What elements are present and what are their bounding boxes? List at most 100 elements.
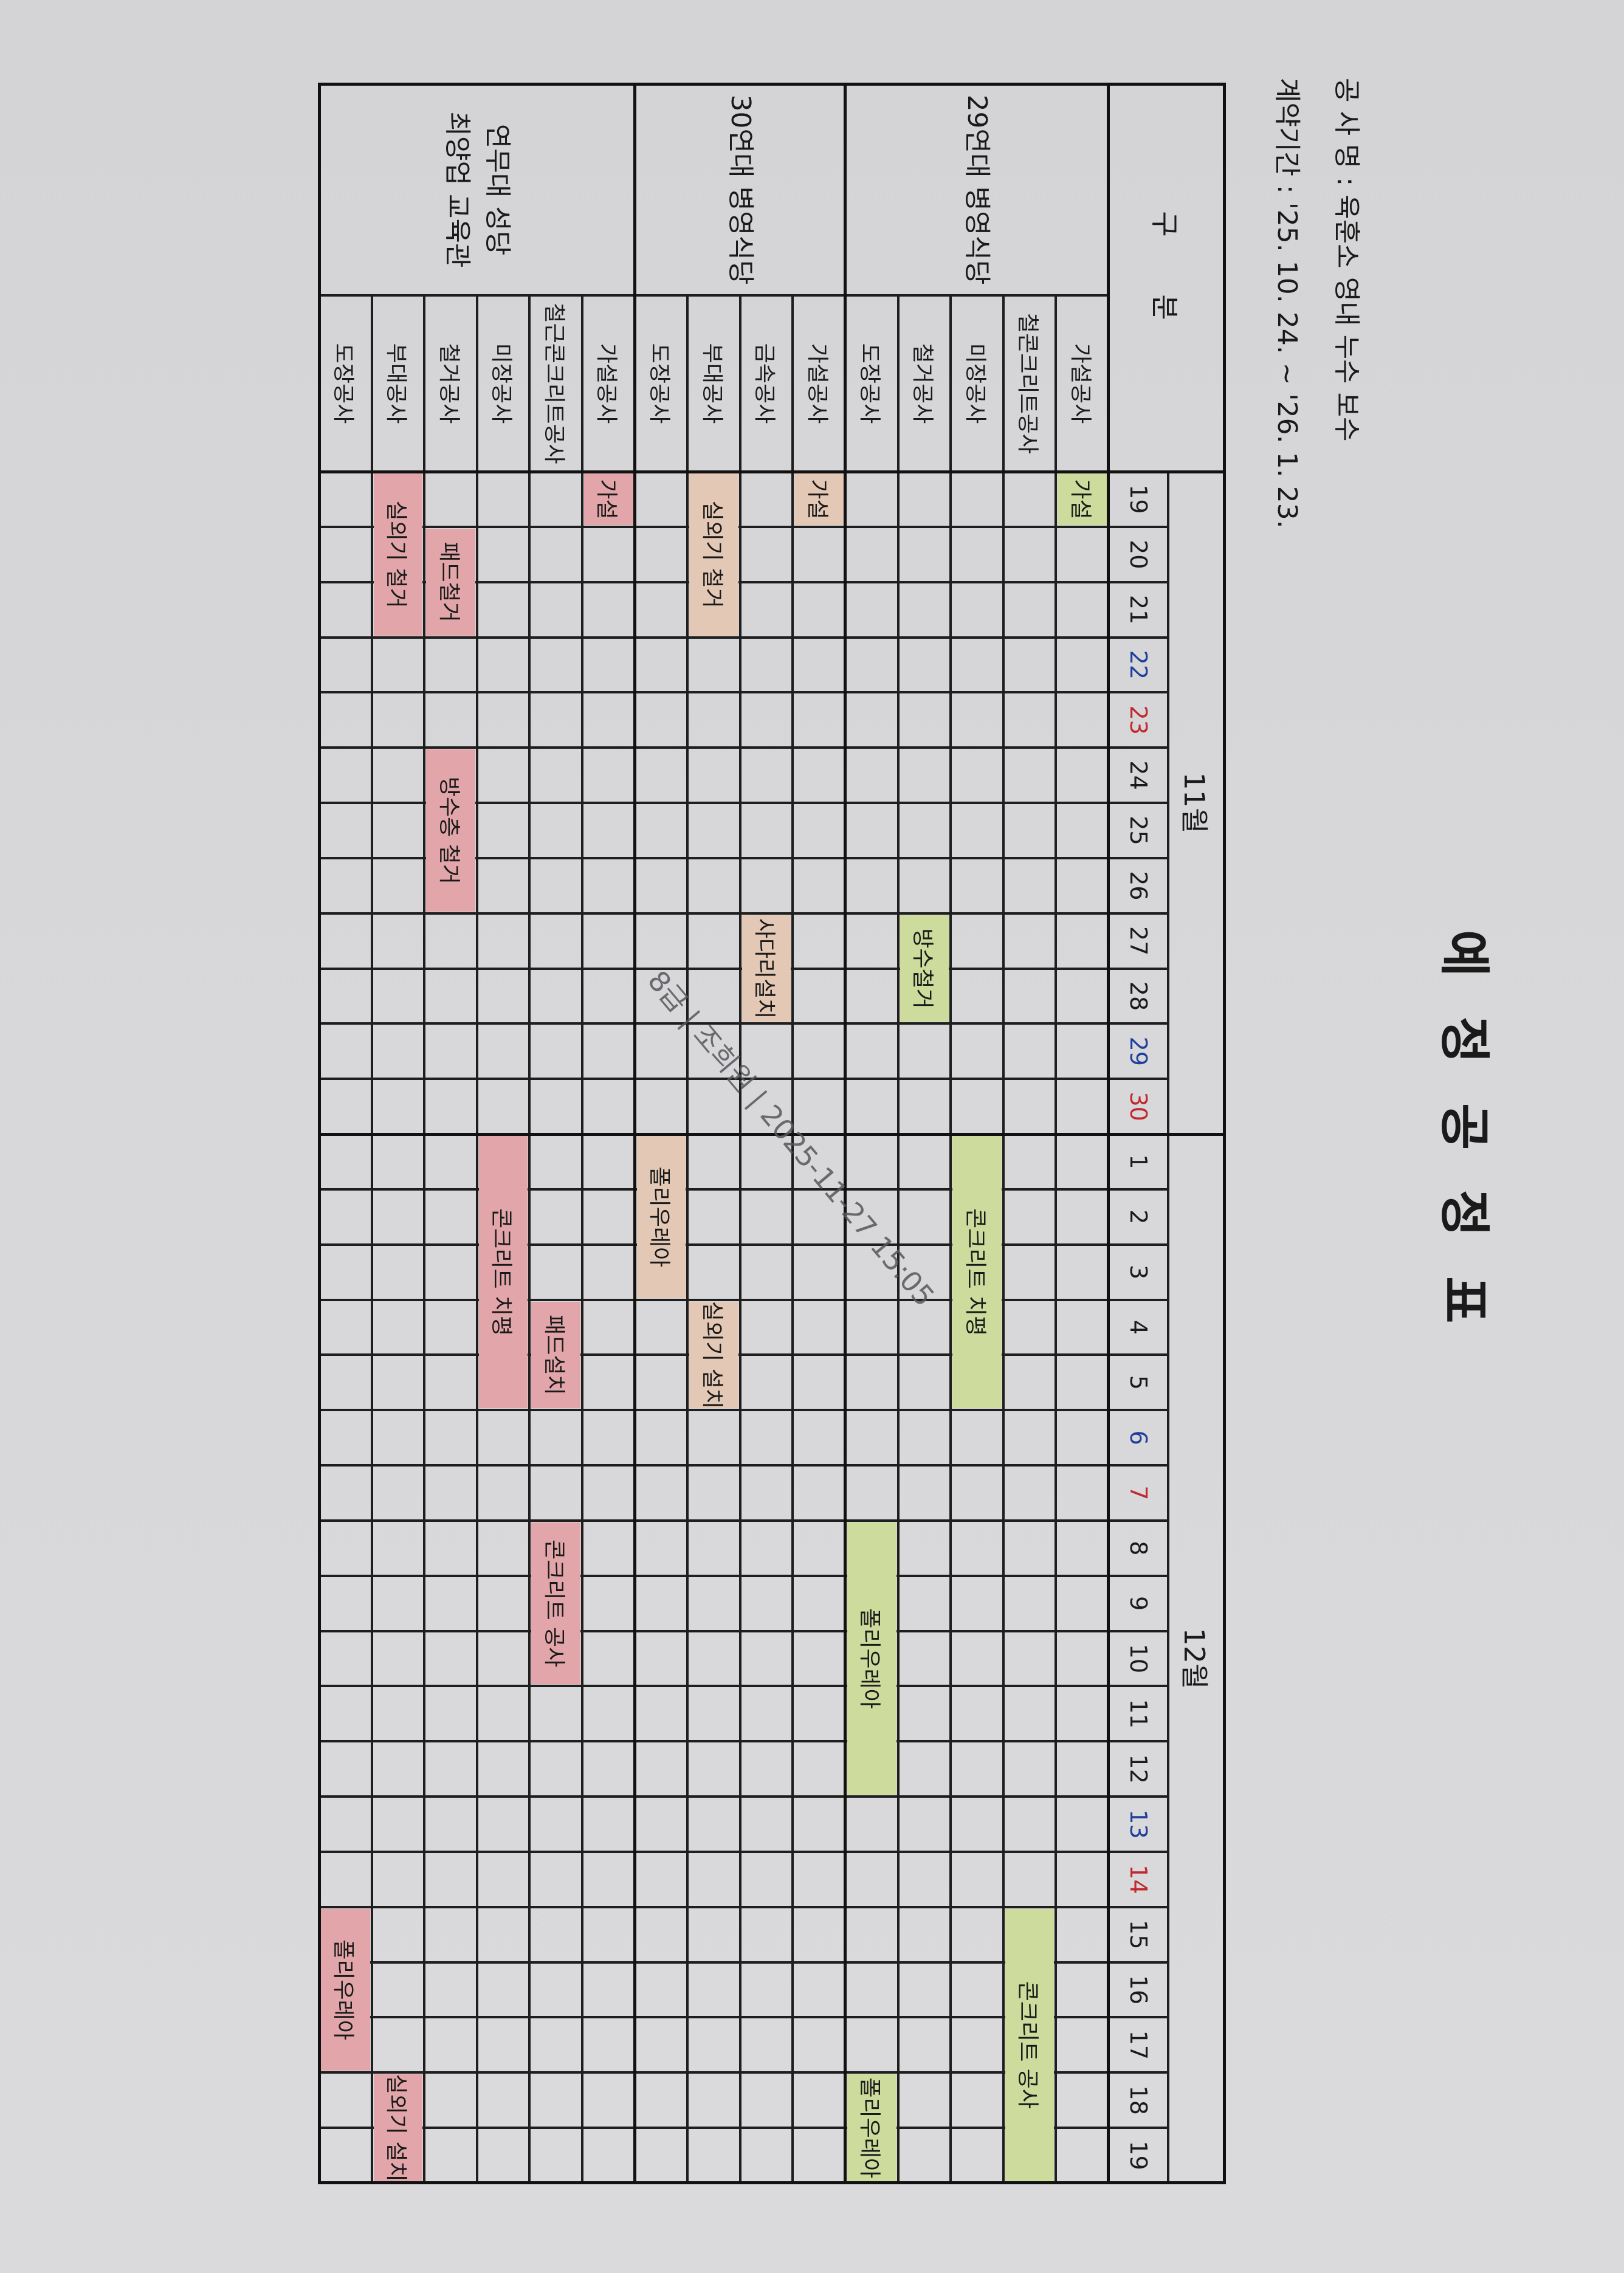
schedule-cell[interactable] (740, 1575, 793, 1631)
schedule-cell[interactable] (793, 913, 845, 969)
schedule-cell[interactable] (898, 1631, 951, 1687)
task-bar[interactable]: 콘크리트 공사 (1005, 1908, 1055, 2181)
schedule-cell[interactable] (371, 1907, 425, 1962)
schedule-cell[interactable] (582, 1907, 635, 1962)
schedule-cell[interactable] (529, 1962, 582, 2018)
task-bar[interactable]: 폴리우레아 (321, 1908, 370, 2071)
schedule-cell[interactable] (793, 1907, 845, 1962)
task-bar[interactable]: 사다리설치 (741, 915, 791, 1022)
schedule-cell[interactable] (371, 1134, 425, 1189)
schedule-cell[interactable] (898, 803, 951, 858)
schedule-cell[interactable] (1056, 1631, 1109, 1687)
schedule-cell[interactable] (582, 1631, 635, 1687)
schedule-cell[interactable] (319, 692, 372, 748)
schedule-cell[interactable] (582, 748, 635, 803)
schedule-cell[interactable] (793, 1686, 845, 1742)
schedule-cell[interactable] (635, 582, 688, 638)
schedule-cell[interactable] (1003, 968, 1056, 1024)
schedule-cell[interactable] (635, 1520, 688, 1576)
schedule-cell[interactable] (529, 1134, 582, 1189)
schedule-cell[interactable] (319, 2128, 372, 2183)
schedule-cell[interactable] (845, 1962, 898, 2018)
schedule-cell[interactable] (477, 1962, 530, 2018)
schedule-cell[interactable] (635, 692, 688, 748)
schedule-cell[interactable] (371, 1189, 425, 1245)
schedule-cell[interactable] (740, 1686, 793, 1742)
schedule-cell[interactable] (635, 1797, 688, 1852)
schedule-cell[interactable] (1056, 2128, 1109, 2183)
schedule-cell[interactable] (582, 1355, 635, 1411)
schedule-cell[interactable] (740, 803, 793, 858)
schedule-cell[interactable] (951, 1465, 1003, 1521)
schedule-cell[interactable] (793, 1465, 845, 1521)
schedule-cell[interactable] (371, 692, 425, 748)
schedule-cell[interactable] (477, 1851, 530, 1907)
schedule-cell[interactable] (740, 858, 793, 913)
schedule-cell[interactable] (793, 1962, 845, 2018)
schedule-cell[interactable] (424, 1465, 477, 1521)
schedule-cell[interactable] (951, 582, 1003, 638)
schedule-cell[interactable] (424, 1686, 477, 1742)
schedule-cell[interactable] (845, 1410, 898, 1466)
schedule-cell[interactable] (529, 913, 582, 969)
schedule-cell[interactable] (1003, 526, 1056, 582)
schedule-cell[interactable] (951, 1851, 1003, 1907)
schedule-cell[interactable] (1056, 1410, 1109, 1466)
schedule-cell[interactable] (529, 858, 582, 913)
schedule-cell[interactable] (371, 748, 425, 803)
schedule-cell[interactable] (1003, 1686, 1056, 1742)
schedule-cell[interactable] (582, 526, 635, 582)
schedule-cell[interactable] (951, 2072, 1003, 2128)
schedule-cell[interactable] (371, 1299, 425, 1355)
schedule-cell[interactable] (1003, 582, 1056, 638)
schedule-cell[interactable] (687, 1907, 740, 1962)
schedule-cell[interactable] (424, 2017, 477, 2073)
schedule-cell[interactable] (1056, 913, 1109, 969)
schedule-cell[interactable] (951, 472, 1003, 527)
schedule-cell[interactable] (1056, 1465, 1109, 1521)
schedule-cell[interactable] (424, 1134, 477, 1189)
schedule-cell[interactable] (424, 1520, 477, 1576)
schedule-cell[interactable] (1003, 913, 1056, 969)
schedule-cell[interactable] (424, 692, 477, 748)
schedule-cell[interactable] (477, 1575, 530, 1631)
task-bar[interactable]: 콘크리트 치평 (952, 1136, 1002, 1409)
schedule-cell[interactable] (529, 2017, 582, 2073)
schedule-cell[interactable] (477, 968, 530, 1024)
task-bar[interactable]: 폴리우레아 (636, 1136, 686, 1298)
schedule-cell[interactable] (477, 692, 530, 748)
schedule-cell[interactable] (898, 1465, 951, 1521)
schedule-cell[interactable] (951, 913, 1003, 969)
schedule-cell[interactable] (740, 1851, 793, 1907)
schedule-cell[interactable] (635, 1686, 688, 1742)
schedule-cell[interactable] (740, 2072, 793, 2128)
schedule-cell[interactable] (582, 2017, 635, 2073)
schedule-cell[interactable] (529, 1465, 582, 1521)
schedule-cell[interactable] (529, 1851, 582, 1907)
schedule-cell[interactable] (371, 803, 425, 858)
schedule-cell[interactable] (740, 2017, 793, 2073)
schedule-cell[interactable] (687, 1244, 740, 1300)
schedule-cell[interactable] (951, 803, 1003, 858)
schedule-cell[interactable] (424, 637, 477, 693)
schedule-cell[interactable] (951, 1410, 1003, 1466)
schedule-cell[interactable] (635, 803, 688, 858)
schedule-cell[interactable] (793, 968, 845, 1024)
schedule-cell[interactable] (319, 1631, 372, 1687)
schedule-cell[interactable] (793, 582, 845, 638)
schedule-cell[interactable] (740, 748, 793, 803)
schedule-cell[interactable] (635, 1631, 688, 1687)
schedule-cell[interactable] (371, 1355, 425, 1411)
schedule-cell[interactable] (793, 1575, 845, 1631)
schedule-cell[interactable] (898, 2128, 951, 2183)
schedule-cell[interactable] (1003, 1741, 1056, 1797)
schedule-cell[interactable] (371, 1520, 425, 1576)
schedule-cell[interactable] (793, 2128, 845, 2183)
schedule-cell[interactable] (793, 2017, 845, 2073)
schedule-cell[interactable] (898, 748, 951, 803)
schedule-cell[interactable] (793, 526, 845, 582)
schedule-cell[interactable] (1003, 1465, 1056, 1521)
schedule-cell[interactable] (951, 1962, 1003, 2018)
schedule-cell[interactable] (898, 1520, 951, 1576)
schedule-cell[interactable] (898, 858, 951, 913)
